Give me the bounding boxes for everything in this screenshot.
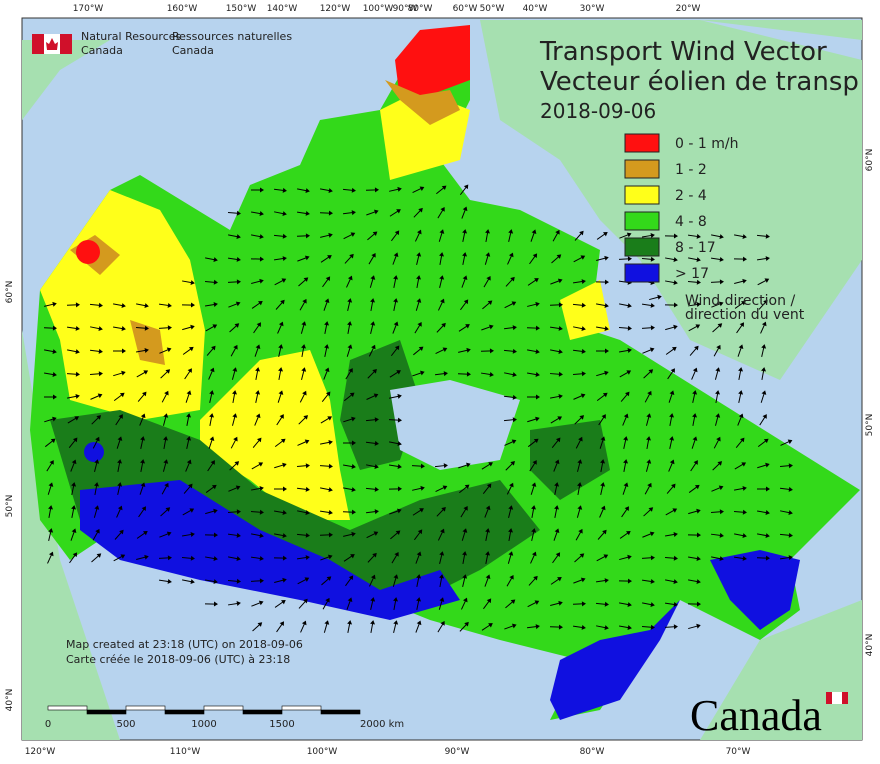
bottom-lon-label: 70°W — [726, 747, 751, 757]
top-lon-label: 160°W — [167, 4, 198, 14]
legend-swatch — [625, 160, 659, 178]
top-lon-label: 100°W — [363, 4, 394, 14]
legend-swatch — [625, 186, 659, 204]
legend-label: 1 - 2 — [675, 162, 707, 178]
left-lat-label: 40°N — [5, 689, 15, 712]
top-lon-label: 140°W — [267, 4, 298, 14]
legend-swatch — [625, 212, 659, 230]
left-lat-label: 60°N — [5, 281, 15, 304]
created-fr: Carte créée le 2018-09-06 (UTC) à 23:18 — [66, 653, 290, 666]
scale-segment — [282, 706, 321, 710]
top-lon-label: 20°W — [676, 4, 701, 14]
legend-swatch — [625, 134, 659, 152]
scale-label: 1000 — [191, 719, 216, 730]
scale-segment — [321, 710, 360, 714]
top-lon-label: 80°W — [408, 4, 433, 14]
title-en: Transport Wind Vector — [539, 37, 827, 67]
legend-swatch — [625, 264, 659, 282]
scale-segment — [48, 706, 87, 710]
bottom-lon-label: 90°W — [445, 747, 470, 757]
bottom-lon-label: 100°W — [307, 747, 338, 757]
scale-label: 2000 km — [360, 719, 404, 730]
scale-segment — [126, 706, 165, 710]
title-date: 2018-09-06 — [540, 99, 656, 123]
top-lon-label: 120°W — [320, 4, 351, 14]
scale-label: 1500 — [269, 719, 294, 730]
legend-label: > 17 — [675, 266, 709, 282]
top-lon-label: 50°W — [480, 4, 505, 14]
top-lon-label: 40°W — [523, 4, 548, 14]
created-en: Map created at 23:18 (UTC) on 2018-09-06 — [66, 638, 303, 651]
scale-segment — [87, 710, 126, 714]
left-lat-label: 50°N — [5, 495, 15, 518]
scale-segment — [204, 706, 243, 710]
scale-label: 500 — [116, 719, 135, 730]
legend-wind-label: Wind direction /direction du vent — [685, 293, 805, 323]
scale-label: 0 — [45, 719, 51, 730]
legend-label: 8 - 17 — [675, 240, 716, 256]
bottom-lon-label: 110°W — [170, 747, 201, 757]
right-lat-label: 60°N — [865, 149, 875, 172]
top-lon-label: 60°W — [453, 4, 478, 14]
bottom-lon-label: 120°W — [25, 747, 56, 757]
legend-swatch — [625, 238, 659, 256]
title-fr: Vecteur éolien de transp — [540, 67, 859, 97]
canada-wordmark: Canada — [690, 691, 822, 740]
bottom-lon-label: 80°W — [580, 747, 605, 757]
top-lon-label: 30°W — [580, 4, 605, 14]
legend-label: 2 - 4 — [675, 188, 707, 204]
scale-segment — [165, 710, 204, 714]
top-lon-label: 170°W — [73, 4, 104, 14]
legend-label: 4 - 8 — [675, 214, 707, 230]
top-lon-label: 150°W — [226, 4, 257, 14]
legend-label: 0 - 1 m/h — [675, 136, 738, 152]
right-lat-label: 50°N — [865, 414, 875, 437]
scale-segment — [243, 710, 282, 714]
right-lat-label: 40°N — [865, 634, 875, 657]
